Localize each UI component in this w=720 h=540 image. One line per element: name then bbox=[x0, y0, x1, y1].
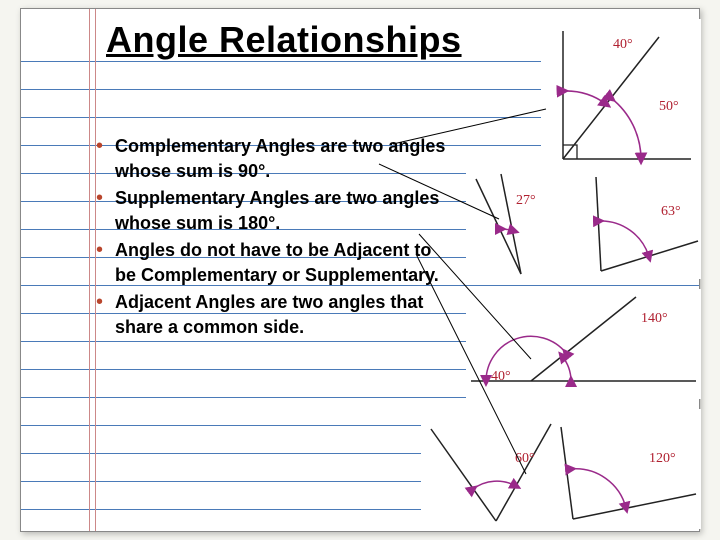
angle-label: 27° bbox=[516, 193, 536, 209]
angle-label: 60° bbox=[515, 451, 535, 467]
bullet-text: Complementary Angles are two angles whos… bbox=[115, 134, 456, 184]
list-item: • Angles do not have to be Adjacent to b… bbox=[96, 238, 456, 288]
notebook-paper: Angle Relationships • Complementary Angl… bbox=[20, 8, 700, 532]
margin-line-1 bbox=[89, 9, 90, 531]
angle-label: 120° bbox=[649, 451, 676, 467]
diagram-supplementary-adjacent: 40° 140° bbox=[466, 289, 701, 399]
list-item: • Complementary Angles are two angles wh… bbox=[96, 134, 456, 184]
diagram-supplementary-separate: 60° 120° bbox=[421, 409, 701, 529]
bullet-icon: • bbox=[96, 187, 103, 209]
angle-label: 40° bbox=[491, 369, 511, 385]
bullet-icon: • bbox=[96, 239, 103, 261]
bullet-icon: • bbox=[96, 291, 103, 313]
bullet-text: Angles do not have to be Adjacent to be … bbox=[115, 238, 456, 288]
bullet-text: Adjacent Angles are two angles that shar… bbox=[115, 290, 456, 340]
angle-label: 40° bbox=[613, 37, 633, 53]
diagram-complementary-adjacent: 40° 50° bbox=[541, 19, 701, 169]
angle-label: 140° bbox=[641, 311, 668, 327]
diagram-complementary-separate: 27° 63° bbox=[466, 169, 701, 279]
page-title: Angle Relationships bbox=[106, 19, 462, 61]
bullet-list: • Complementary Angles are two angles wh… bbox=[96, 134, 456, 342]
angle-label: 63° bbox=[661, 204, 681, 220]
bullet-icon: • bbox=[96, 135, 103, 157]
bullet-text: Supplementary Angles are two angles whos… bbox=[115, 186, 456, 236]
list-item: • Adjacent Angles are two angles that sh… bbox=[96, 290, 456, 340]
list-item: • Supplementary Angles are two angles wh… bbox=[96, 186, 456, 236]
angle-label: 50° bbox=[659, 99, 679, 115]
